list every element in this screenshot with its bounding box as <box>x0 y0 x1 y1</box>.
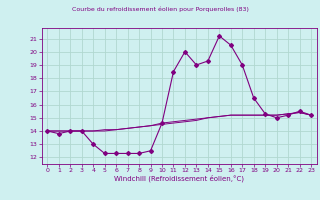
Text: Courbe du refroidissement éolien pour Porquerolles (83): Courbe du refroidissement éolien pour Po… <box>72 6 248 11</box>
X-axis label: Windchill (Refroidissement éolien,°C): Windchill (Refroidissement éolien,°C) <box>114 175 244 182</box>
